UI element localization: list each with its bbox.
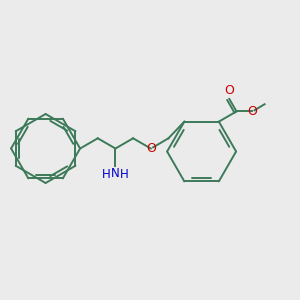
Text: O: O <box>224 84 234 97</box>
Text: O: O <box>146 142 156 155</box>
Text: H: H <box>120 168 129 181</box>
Text: O: O <box>247 105 257 118</box>
Text: N: N <box>111 167 120 180</box>
Text: H: H <box>102 168 111 181</box>
